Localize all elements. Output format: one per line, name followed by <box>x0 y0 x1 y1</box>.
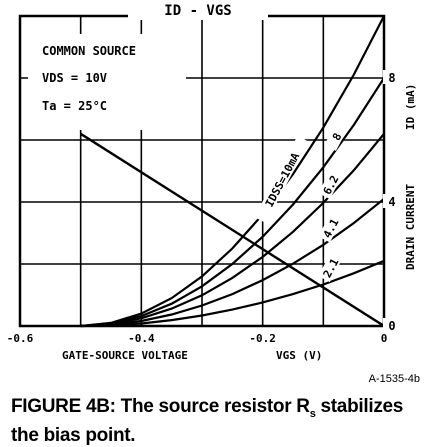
x-axis-unit: VGS (V) <box>276 349 322 362</box>
condition-common-source: COMMON SOURCE <box>42 44 136 58</box>
series-label-bg <box>318 253 343 283</box>
curve-10mA <box>80 15 385 328</box>
x-tick-label: -0.4 <box>128 332 155 345</box>
x-axis-label: GATE-SOURCE VOLTAGE <box>62 349 188 362</box>
x-tick-label: -0.6 <box>7 332 34 345</box>
y-tick-label: 8 <box>388 71 395 85</box>
series-label-group: 4.1 <box>318 213 343 243</box>
y-tick-bg <box>383 318 395 332</box>
y-tick-label: 0 <box>388 319 395 333</box>
caption-prefix: FIGURE 4B: The source resistor R <box>11 396 310 417</box>
curve-4.1mA <box>80 198 385 328</box>
caption-subscript: s <box>309 407 316 420</box>
figure-code: A-1535-4b <box>369 373 420 385</box>
curve-8mA <box>80 77 385 328</box>
tick-labels: -0.6 -0.4 -0.2 00 4 8 <box>7 70 396 345</box>
series-label-bg <box>318 170 343 200</box>
x-tick-label: 0 <box>381 332 388 345</box>
chart-title: ID - VGS <box>164 3 231 19</box>
x-tick-label: -0.2 <box>249 332 276 345</box>
load-line-rs <box>80 132 385 328</box>
caption-suffix: stabilizes the bias point. <box>11 396 404 446</box>
series-label-bg <box>318 213 343 243</box>
y-tick-label: 4 <box>388 195 395 209</box>
chart-figure: RS COMMON SOURCE VDS = 10V Ta = 25°C ID … <box>6 0 420 385</box>
figure-caption: FIGURE 4B: The source resistor Rs stabil… <box>11 396 421 447</box>
y-tick-bg <box>383 194 395 208</box>
y-axis-label: DRAIN CURRENT <box>404 184 417 270</box>
series-label-bg <box>254 135 310 224</box>
series-label-bg <box>324 121 349 151</box>
series-label-8mA: 8 <box>330 131 345 143</box>
y-tick-bg <box>383 70 395 84</box>
y-axis-unit: ID (mA) <box>404 84 417 130</box>
condition-temperature: Ta = 25°C <box>42 99 107 113</box>
title-bg <box>128 0 268 20</box>
conditions-box-bg <box>28 34 186 130</box>
series-label-group: 8 <box>324 121 349 151</box>
curve-2.1mA <box>80 259 385 328</box>
condition-vds: VDS = 10V <box>42 71 107 85</box>
